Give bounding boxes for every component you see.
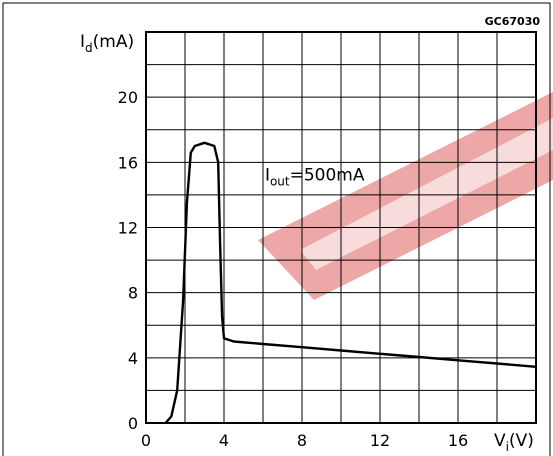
y-tick-label: 0 [128,414,138,433]
watermark-logo [258,92,553,300]
plot-frame [145,31,537,424]
y-tick-label: 4 [128,349,138,368]
figure-code: GC67030 [485,15,541,28]
x-tick-label: 0 [141,431,151,450]
y-axis-label-unit: (mA) [93,32,134,52]
x-axis-label: Vi(V) [494,431,534,454]
x-axis-label-unit: (V) [509,431,534,451]
x-axis-label-sub: i [506,440,509,454]
series-layer [164,141,537,424]
x-tick-label: 16 [448,431,468,450]
y-tick-label: 20 [118,88,138,107]
x-axis-label-main: V [494,431,506,451]
x-tick-label: 4 [219,431,229,450]
annotation-main: I [265,165,270,185]
x-tick-label: 12 [370,431,390,450]
annotation-sub: out [270,174,290,188]
x-tick-label: 8 [297,431,307,450]
y-tick-label: 8 [128,284,138,303]
tick-labels: 0 4 8 12 16 20 0 4 8 12 16 [118,88,469,450]
y-axis-label-sub: d [85,41,93,55]
y-tick-label: 12 [118,219,138,238]
y-axis-label: Id(mA) [80,32,134,55]
y-tick-label: 16 [118,153,138,172]
iout-annotation: Iout=500mA [265,165,365,188]
grid [146,32,536,423]
annotation-rest: =500mA [290,165,365,185]
y-axis-label-main: I [80,32,85,52]
series-line [164,141,537,424]
